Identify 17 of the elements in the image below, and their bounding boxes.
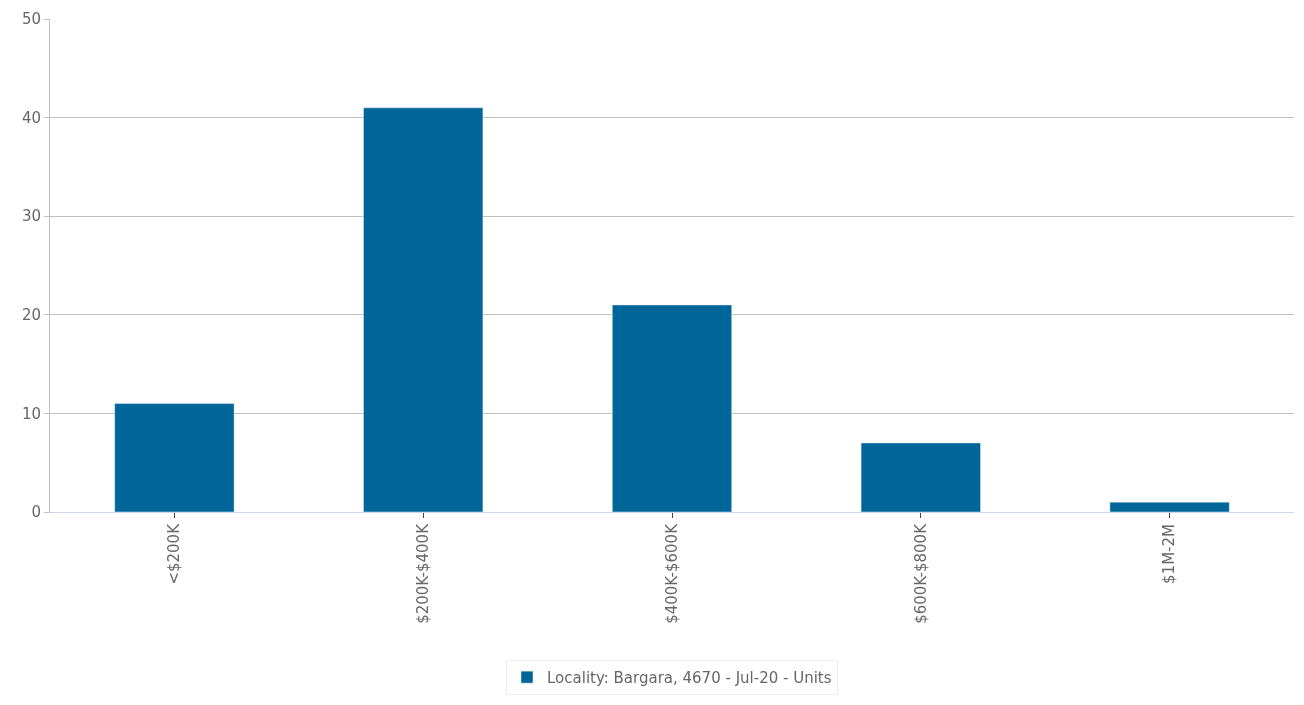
bar bbox=[860, 442, 981, 512]
bar bbox=[1109, 501, 1230, 512]
legend-label: Locality: Bargara, 4670 - Jul-20 - Units bbox=[547, 669, 832, 687]
bar bbox=[363, 107, 484, 512]
x-tick-label: $200K-$400K bbox=[414, 522, 433, 624]
y-tick-label: 50 bbox=[21, 10, 41, 29]
y-tick-label: 30 bbox=[21, 207, 41, 226]
x-tick-label: $400K-$600K bbox=[662, 522, 681, 624]
y-tick-label: 10 bbox=[21, 404, 41, 423]
y-tick-label: 20 bbox=[21, 306, 41, 325]
y-tick-label: 40 bbox=[21, 108, 41, 127]
bar bbox=[612, 304, 732, 512]
x-tick-label: $1M-2M bbox=[1160, 524, 1179, 584]
bar bbox=[114, 403, 235, 512]
x-tick-label: $600K-$800K bbox=[911, 522, 930, 624]
x-tick-label: <$200K bbox=[165, 522, 184, 585]
y-tick-label: 0 bbox=[31, 503, 41, 522]
